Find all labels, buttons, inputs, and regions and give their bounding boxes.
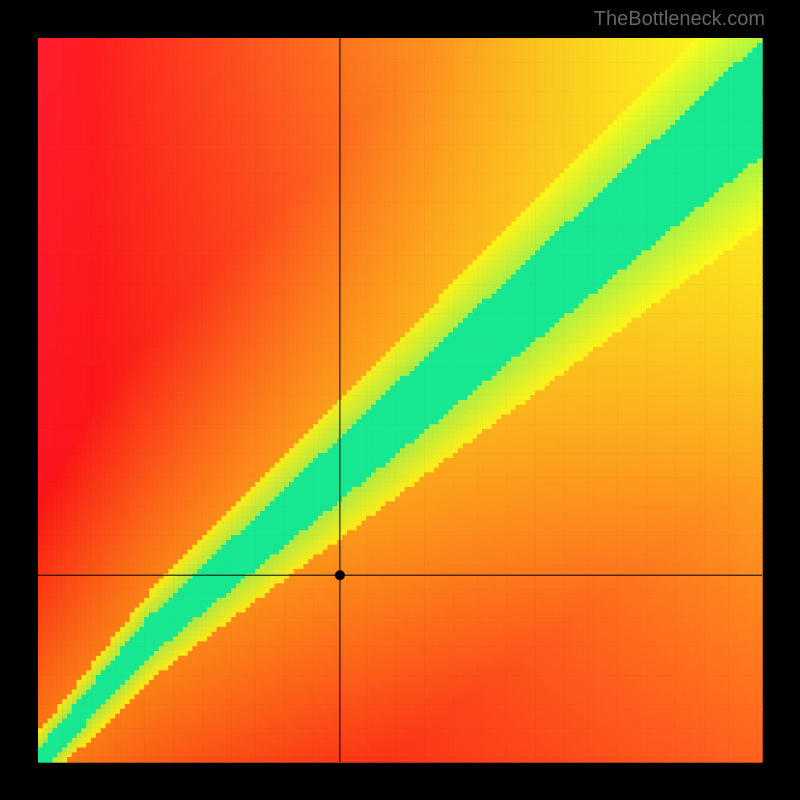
chart-container: TheBottleneck.com: [0, 0, 800, 800]
watermark-text: TheBottleneck.com: [594, 8, 765, 31]
bottleneck-heatmap: [0, 0, 800, 800]
